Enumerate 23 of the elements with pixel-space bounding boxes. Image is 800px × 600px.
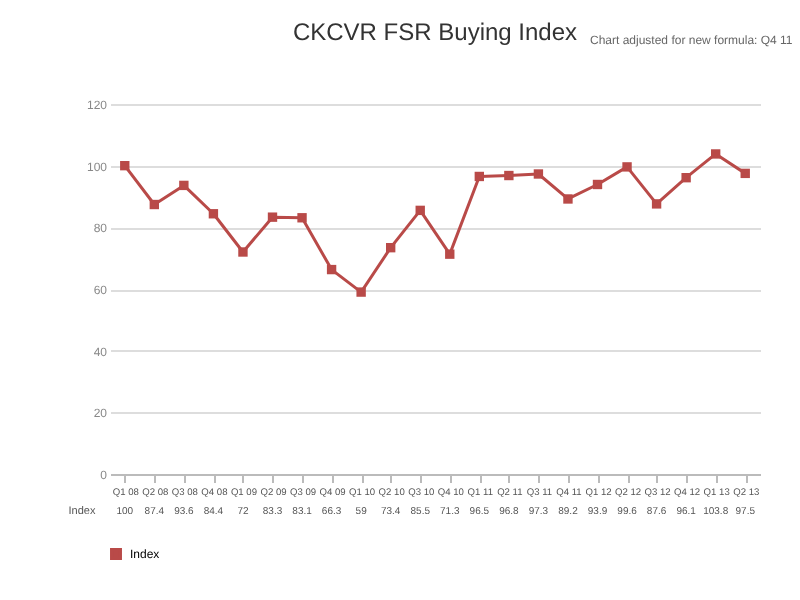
point [474,171,485,182]
point [238,247,248,257]
point [592,179,603,190]
chart-title: CKCVR FSR Buying Index [292,18,578,46]
point [208,209,219,219]
point [681,173,691,183]
point [504,170,514,181]
point [622,162,632,172]
point [297,213,307,223]
point [533,169,544,179]
point [356,287,366,297]
point [120,160,130,171]
point [267,212,278,222]
point [415,205,425,216]
point [710,149,721,159]
point [385,242,396,253]
point [326,264,337,275]
point [445,249,455,259]
point [651,199,662,209]
point [563,194,573,204]
point [740,168,750,179]
point [179,180,189,191]
point [149,199,160,210]
